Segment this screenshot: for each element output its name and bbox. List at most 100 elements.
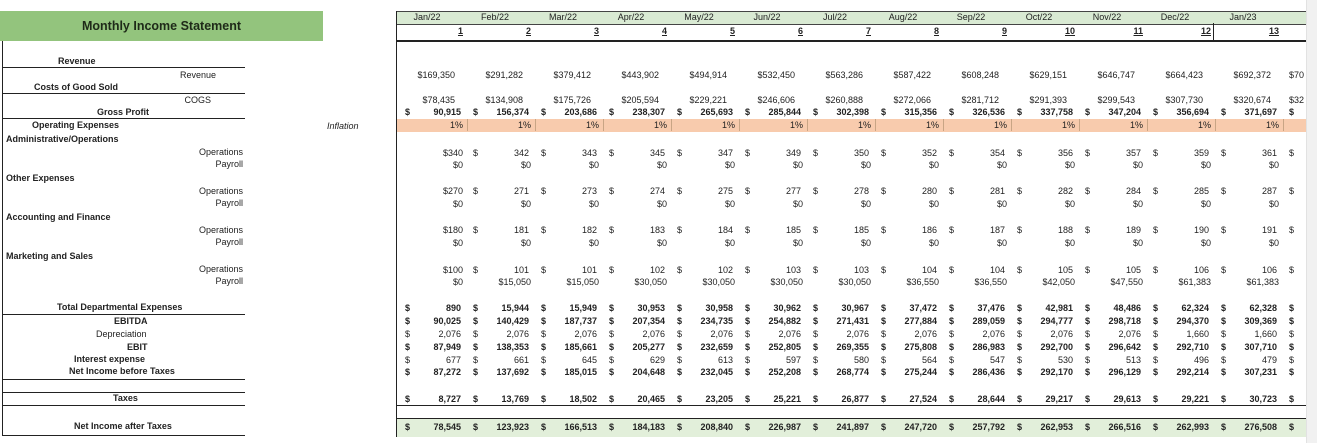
ebit-cell[interactable]: $185,661 <box>535 341 603 353</box>
ebitda-cell[interactable]: $187,737 <box>535 315 603 327</box>
depreciation-cell[interactable]: $2,076 <box>603 328 671 340</box>
taxes-cell[interactable]: $28,644 <box>943 393 1011 405</box>
total-dept-cell[interactable]: $30,967 <box>807 302 875 314</box>
revenue-cell[interactable]: $563,286 <box>807 69 875 81</box>
gross-profit-cell[interactable]: $371,697 <box>1215 106 1283 118</box>
taxes-cell[interactable]: $18,502 <box>535 393 603 405</box>
acct-payroll-cell[interactable]: $0 <box>1011 237 1079 249</box>
inflation-cell[interactable]: 1% <box>739 119 808 131</box>
acct-ops-cell[interactable]: $191 <box>1215 224 1283 236</box>
month-header[interactable]: Dec/22 <box>1160 12 1190 22</box>
admin-payroll-cell[interactable]: $0 <box>1079 159 1147 171</box>
other-ops-cell[interactable]: $274 <box>603 185 671 197</box>
cogs-cell[interactable]: $205,594 <box>603 94 671 106</box>
mkt-payroll-cell[interactable]: $30,050 <box>807 276 875 288</box>
mkt-payroll-cell[interactable]: $30,050 <box>739 276 807 288</box>
ebitda-cell[interactable]: $234,735 <box>671 315 739 327</box>
period-number[interactable]: 6 <box>797 26 803 36</box>
nibt-cell[interactable]: $286,436 <box>943 366 1011 378</box>
depreciation-cell[interactable]: $ <box>1283 328 1306 340</box>
niat-cell[interactable]: $226,987 <box>739 421 807 433</box>
acct-payroll-cell[interactable]: $0 <box>739 237 807 249</box>
admin-ops-cell[interactable]: $352 <box>875 147 943 159</box>
revenue-cell[interactable]: $443,902 <box>603 69 671 81</box>
month-header[interactable]: Aug/22 <box>888 12 918 22</box>
total-dept-cell[interactable]: $48,486 <box>1079 302 1147 314</box>
cogs-cell[interactable]: $299,543 <box>1079 94 1147 106</box>
nibt-cell[interactable]: $ <box>1283 366 1306 378</box>
mkt-ops-cell[interactable]: $103 <box>739 264 807 276</box>
revenue-cell[interactable]: $70 <box>1283 69 1306 81</box>
admin-payroll-cell[interactable]: $0 <box>535 159 603 171</box>
ebit-cell[interactable]: $269,355 <box>807 341 875 353</box>
acct-payroll-cell[interactable]: $0 <box>807 237 875 249</box>
month-header[interactable]: Oct/22 <box>1025 12 1053 22</box>
ebitda-cell[interactable]: $298,718 <box>1079 315 1147 327</box>
nibt-cell[interactable]: $185,015 <box>535 366 603 378</box>
acct-payroll-cell[interactable]: $0 <box>943 237 1011 249</box>
revenue-cell[interactable]: $291,282 <box>467 69 535 81</box>
mkt-ops-cell[interactable]: $102 <box>603 264 671 276</box>
ebitda-cell[interactable]: $309,369 <box>1215 315 1283 327</box>
admin-payroll-cell[interactable]: $0 <box>943 159 1011 171</box>
gross-profit-cell[interactable]: $356,694 <box>1147 106 1215 118</box>
mkt-ops-cell[interactable]: $101 <box>535 264 603 276</box>
admin-ops-cell[interactable]: $350 <box>807 147 875 159</box>
acct-payroll-cell[interactable]: $0 <box>1147 237 1215 249</box>
ebitda-cell[interactable]: $140,429 <box>467 315 535 327</box>
month-header[interactable]: Jan/22 <box>413 12 441 22</box>
admin-payroll-cell[interactable]: $0 <box>467 159 535 171</box>
mkt-ops-cell[interactable]: $101 <box>467 264 535 276</box>
total-dept-cell[interactable]: $15,944 <box>467 302 535 314</box>
other-payroll-cell[interactable]: $0 <box>807 198 875 210</box>
niat-cell[interactable]: $78,545 <box>399 421 467 433</box>
niat-cell[interactable]: $266,516 <box>1079 421 1147 433</box>
nibt-cell[interactable]: $275,244 <box>875 366 943 378</box>
interest-cell[interactable]: $580 <box>807 354 875 366</box>
cogs-cell[interactable]: $229,221 <box>671 94 739 106</box>
other-payroll-cell[interactable]: $0 <box>875 198 943 210</box>
acct-payroll-cell[interactable]: $0 <box>399 237 467 249</box>
gross-profit-cell[interactable]: $ <box>1283 106 1306 118</box>
mkt-ops-cell[interactable]: $106 <box>1215 264 1283 276</box>
mkt-ops-cell[interactable]: $105 <box>1079 264 1147 276</box>
month-header[interactable]: Feb/22 <box>480 12 510 22</box>
cogs-cell[interactable]: $175,726 <box>535 94 603 106</box>
niat-cell[interactable]: $262,993 <box>1147 421 1215 433</box>
mkt-payroll-cell[interactable]: $15,050 <box>535 276 603 288</box>
ebitda-cell[interactable]: $207,354 <box>603 315 671 327</box>
cogs-cell[interactable]: $307,730 <box>1147 94 1215 106</box>
nibt-cell[interactable]: $87,272 <box>399 366 467 378</box>
admin-payroll-cell[interactable]: $0 <box>875 159 943 171</box>
other-ops-cell[interactable]: $ <box>1283 185 1306 197</box>
vertical-scrollbar[interactable] <box>1306 0 1317 443</box>
other-ops-cell[interactable]: $271 <box>467 185 535 197</box>
other-payroll-cell[interactable]: $0 <box>1147 198 1215 210</box>
ebit-cell[interactable]: $252,805 <box>739 341 807 353</box>
ebitda-cell[interactable]: $ <box>1283 315 1306 327</box>
niat-cell[interactable]: $262,953 <box>1011 421 1079 433</box>
revenue-cell[interactable]: $608,248 <box>943 69 1011 81</box>
acct-ops-cell[interactable]: $189 <box>1079 224 1147 236</box>
cogs-cell[interactable]: $260,888 <box>807 94 875 106</box>
total-dept-cell[interactable]: $30,962 <box>739 302 807 314</box>
interest-cell[interactable]: $597 <box>739 354 807 366</box>
interest-cell[interactable]: $496 <box>1147 354 1215 366</box>
period-number[interactable]: 1 <box>457 26 463 36</box>
total-dept-cell[interactable]: $15,949 <box>535 302 603 314</box>
mkt-payroll-cell[interactable]: $36,550 <box>943 276 1011 288</box>
nibt-cell[interactable]: $204,648 <box>603 366 671 378</box>
taxes-cell[interactable]: $8,727 <box>399 393 467 405</box>
revenue-cell[interactable]: $646,747 <box>1079 69 1147 81</box>
cogs-cell[interactable]: $291,393 <box>1011 94 1079 106</box>
admin-payroll-cell[interactable]: $0 <box>739 159 807 171</box>
acct-ops-cell[interactable]: $186 <box>875 224 943 236</box>
ebit-cell[interactable]: $205,277 <box>603 341 671 353</box>
depreciation-cell[interactable]: $2,076 <box>739 328 807 340</box>
interest-cell[interactable]: $677 <box>399 354 467 366</box>
mkt-payroll-cell[interactable]: $15,050 <box>467 276 535 288</box>
other-ops-cell[interactable]: $270 <box>399 185 467 197</box>
taxes-cell[interactable]: $13,769 <box>467 393 535 405</box>
mkt-ops-cell[interactable]: $100 <box>399 264 467 276</box>
acct-ops-cell[interactable]: $183 <box>603 224 671 236</box>
